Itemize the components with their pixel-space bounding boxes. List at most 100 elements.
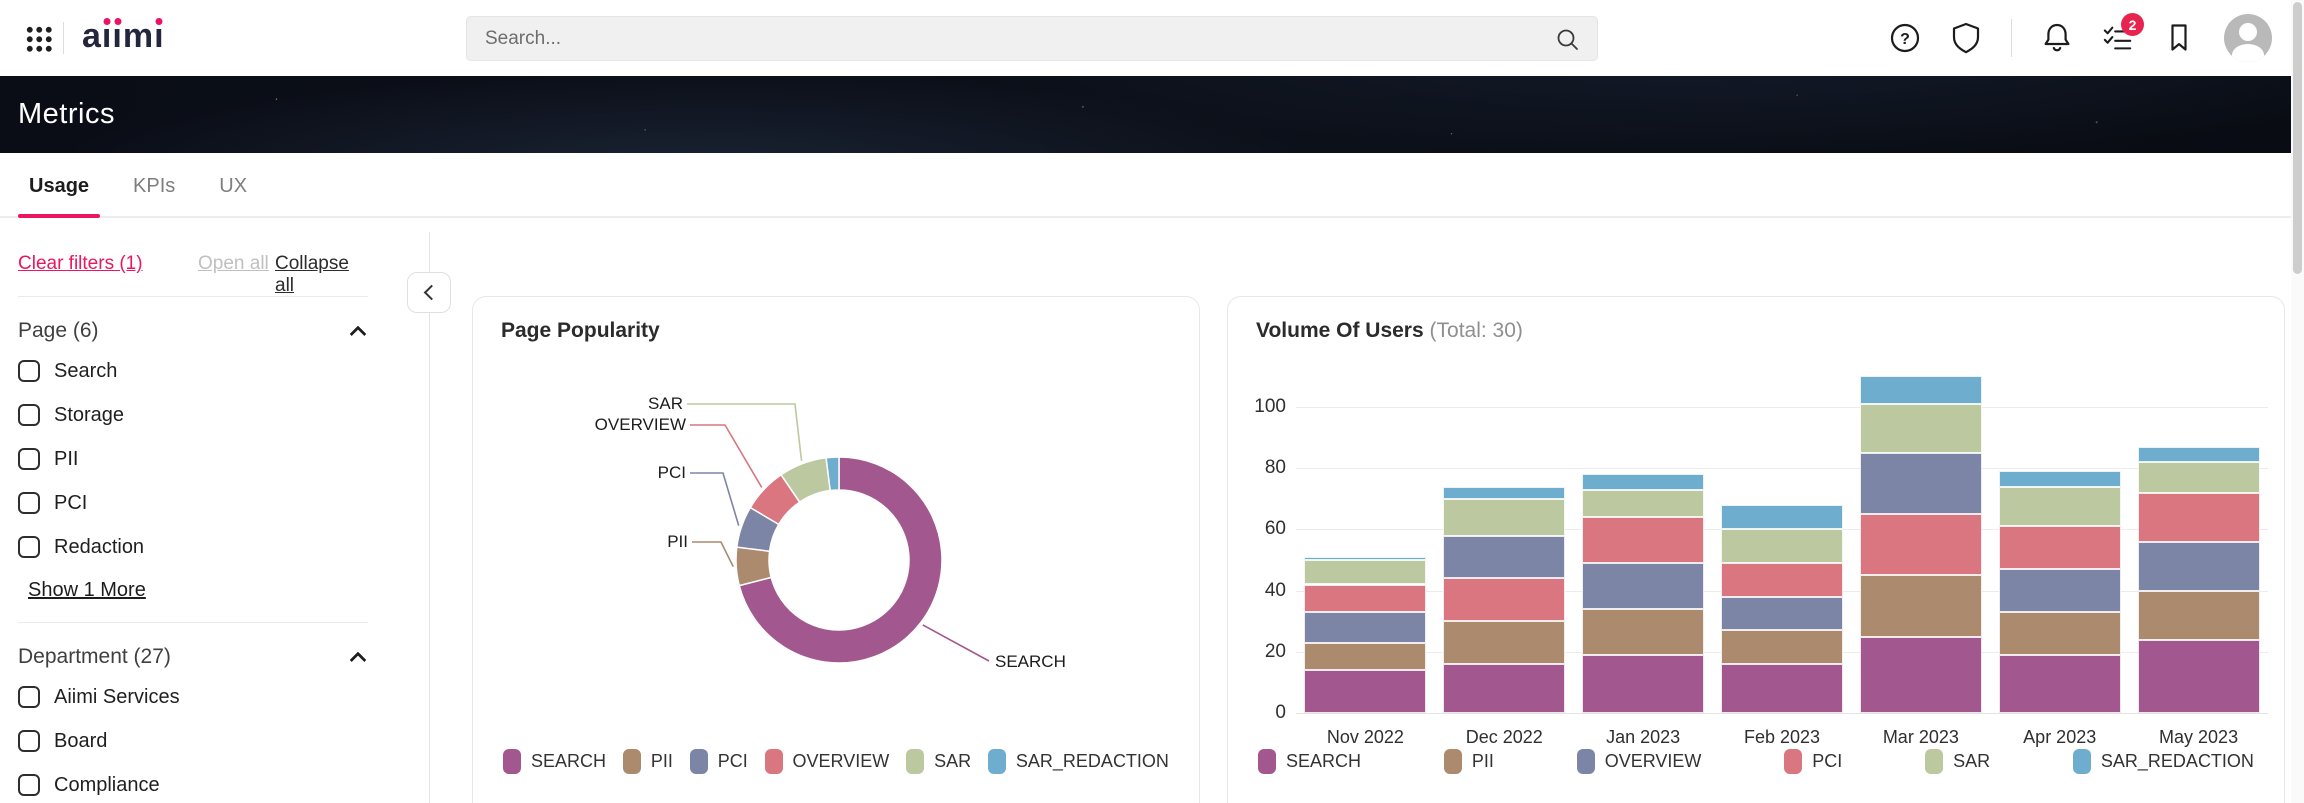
bar-segment-sar[interactable]: [1998, 486, 2121, 527]
filter-option-label: Storage: [54, 403, 125, 426]
bar-segment-pci[interactable]: [1443, 578, 1566, 622]
scrollbar-thumb[interactable]: [2293, 2, 2302, 274]
bar-segment-pci[interactable]: [1582, 517, 1705, 564]
bar-segment-pii[interactable]: [1721, 630, 1843, 665]
bar-segment-sar_redaction[interactable]: [1443, 486, 1566, 499]
bar-segment-pii[interactable]: [1998, 612, 2121, 655]
checkbox[interactable]: [18, 404, 40, 426]
bar-segment-sar[interactable]: [1721, 529, 1843, 564]
bar-legend-item-pci[interactable]: PCI: [1784, 749, 1842, 774]
filter-option[interactable]: Search: [18, 349, 368, 393]
bar-segment-pii[interactable]: [1304, 642, 1427, 671]
bar-segment-overview[interactable]: [1304, 612, 1427, 643]
collapse-all-link[interactable]: Collapse all: [275, 253, 349, 296]
donut-legend-item-sar_redaction[interactable]: SAR_REDACTION: [987, 749, 1169, 774]
open-all-link[interactable]: Open all: [198, 253, 269, 274]
checkbox[interactable]: [18, 492, 40, 514]
bar-segment-search[interactable]: [1998, 654, 2121, 713]
bar-segment-sar_redaction[interactable]: [1859, 376, 1982, 404]
bar-segment-search[interactable]: [1721, 664, 1843, 713]
search-input[interactable]: [467, 17, 1597, 60]
bar-segment-sar_redaction[interactable]: [1721, 504, 1843, 530]
filter-option[interactable]: Board: [18, 719, 368, 763]
donut-legend-item-pci[interactable]: PCI: [689, 749, 748, 774]
bar-legend-item-pii[interactable]: PII: [1443, 749, 1494, 774]
show-more-link[interactable]: Show 1 More: [28, 579, 146, 601]
donut-legend-item-pii[interactable]: PII: [622, 749, 673, 774]
bar-segment-search[interactable]: [1859, 636, 1982, 713]
checkbox[interactable]: [18, 730, 40, 752]
checkbox[interactable]: [18, 448, 40, 470]
filter-option[interactable]: PCI: [18, 481, 368, 525]
bar-segment-sar_redaction[interactable]: [1998, 471, 2121, 487]
bar-legend-item-sar[interactable]: SAR: [1925, 749, 1990, 774]
help-icon[interactable]: ?: [1889, 21, 1921, 55]
apps-grid-icon[interactable]: [25, 25, 52, 52]
legend-swatch: [503, 749, 521, 774]
bar-segment-sar[interactable]: [1582, 489, 1705, 518]
bar-legend-item-sar_redaction[interactable]: SAR_REDACTION: [2072, 749, 2254, 774]
aiimi-logo[interactable]: aı ı mı: [82, 17, 165, 55]
bar-segment-overview[interactable]: [1859, 452, 1982, 515]
checkbox[interactable]: [18, 536, 40, 558]
bar-segment-overview[interactable]: [1582, 563, 1705, 609]
bar-segment-overview[interactable]: [1721, 596, 1843, 631]
filter-section-header-1[interactable]: Department (27): [18, 639, 368, 675]
bar-segment-search[interactable]: [1582, 654, 1705, 713]
bar-segment-sar[interactable]: [1304, 560, 1427, 585]
bar-segment-sar[interactable]: [1443, 498, 1566, 536]
bar-segment-pii[interactable]: [1443, 621, 1566, 665]
donut-legend-item-search[interactable]: SEARCH: [503, 749, 606, 774]
bookmark-icon[interactable]: [2163, 21, 2195, 55]
tab-usage[interactable]: Usage: [18, 175, 101, 218]
tab-kpis[interactable]: KPIs: [133, 175, 176, 197]
bar-segment-search[interactable]: [1304, 670, 1427, 713]
tab-ux[interactable]: UX: [219, 175, 248, 197]
donut-slice-sar_redaction[interactable]: [825, 456, 840, 492]
bar-segment-sar_redaction[interactable]: [2137, 446, 2260, 463]
bar-segment-search[interactable]: [2137, 639, 2260, 713]
filter-option[interactable]: Storage: [18, 393, 368, 437]
bar-segment-pci[interactable]: [1998, 526, 2121, 570]
bell-icon[interactable]: [2041, 21, 2073, 55]
checkbox[interactable]: [18, 360, 40, 382]
bar-segment-sar_redaction[interactable]: [1582, 474, 1705, 490]
bar-chart: 0 20 40 60 80 100 Nov 2022 Dec 2022 Jan 2023 Feb …: [1228, 297, 2286, 803]
bar-legend-item-search[interactable]: SEARCH: [1258, 749, 1361, 774]
bar-mar-2023: [1859, 297, 1982, 713]
bar-segment-overview[interactable]: [2137, 541, 2260, 591]
donut-legend-item-sar[interactable]: SAR: [906, 749, 971, 774]
bar-segment-sar[interactable]: [1859, 403, 1982, 453]
collapse-sidebar-button[interactable]: [407, 272, 451, 313]
bar-segment-sar[interactable]: [2137, 462, 2260, 493]
filter-option[interactable]: Compliance: [18, 763, 368, 803]
bar-segment-overview[interactable]: [1443, 535, 1566, 579]
gridline-y-100: [1296, 407, 2268, 408]
bar-segment-pii[interactable]: [1582, 608, 1705, 655]
topbar-divider: [2011, 19, 2012, 57]
filter-option[interactable]: Aiimi Services: [18, 675, 368, 719]
search-icon[interactable]: [1553, 25, 1583, 55]
bar-segment-pci[interactable]: [1304, 584, 1427, 613]
donut-slice-search[interactable]: [738, 456, 943, 664]
bar-segment-overview[interactable]: [1998, 569, 2121, 613]
avatar[interactable]: [2224, 14, 2272, 62]
bar-segment-search[interactable]: [1443, 664, 1566, 713]
checkbox[interactable]: [18, 774, 40, 796]
bar-segment-pii[interactable]: [2137, 590, 2260, 640]
bar-segment-pci[interactable]: [1721, 563, 1843, 597]
bar-legend-item-overview[interactable]: OVERVIEW: [1576, 749, 1701, 774]
bar-segment-sar_redaction[interactable]: [1304, 556, 1427, 560]
donut-legend-item-overview[interactable]: OVERVIEW: [764, 749, 889, 774]
shield-icon[interactable]: [1950, 21, 1982, 55]
tasks-badge: 2: [2121, 13, 2144, 36]
filter-section-header-0[interactable]: Page (6): [18, 313, 368, 349]
clear-filters-link[interactable]: Clear filters (1): [18, 253, 143, 274]
tasks-icon[interactable]: 2: [2102, 13, 2144, 55]
bar-segment-pci[interactable]: [2137, 492, 2260, 542]
bar-segment-pii[interactable]: [1859, 575, 1982, 637]
filter-option[interactable]: Redaction: [18, 525, 368, 569]
bar-segment-pci[interactable]: [1859, 514, 1982, 576]
filter-option[interactable]: PII: [18, 437, 368, 481]
checkbox[interactable]: [18, 686, 40, 708]
